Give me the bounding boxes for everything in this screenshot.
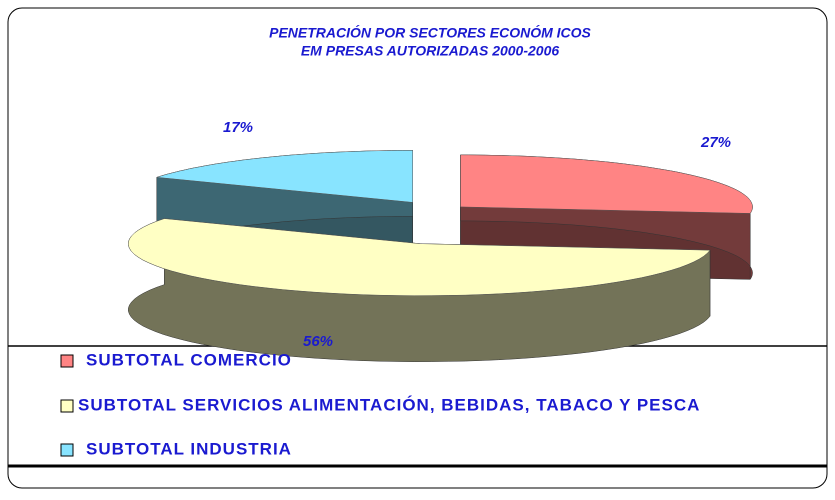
data-label: 17% xyxy=(223,119,253,136)
slice xyxy=(128,218,711,296)
data-label: 56% xyxy=(303,333,333,350)
slice xyxy=(460,154,753,214)
legend-label: SUBTOTAL SERVICIOS ALIMENTACIÓN, BEBIDAS… xyxy=(78,395,700,414)
legend-label: SUBTOTAL COMERCIO xyxy=(86,350,292,369)
legend-swatch xyxy=(60,399,74,413)
data-label: 27% xyxy=(700,134,731,151)
pie xyxy=(128,150,753,362)
legend-label: SUBTOTAL INDUSTRIA xyxy=(86,439,292,458)
chart-subtitle: EM PRESAS AUTORIZADAS 2000-2006 xyxy=(301,43,560,59)
slice xyxy=(156,150,413,203)
legend-swatch xyxy=(60,354,74,368)
legend-swatch xyxy=(60,443,74,457)
chart-title: PENETRACIÓN POR SECTORES ECONÓM ICOS xyxy=(269,24,591,41)
slice xyxy=(128,218,711,362)
